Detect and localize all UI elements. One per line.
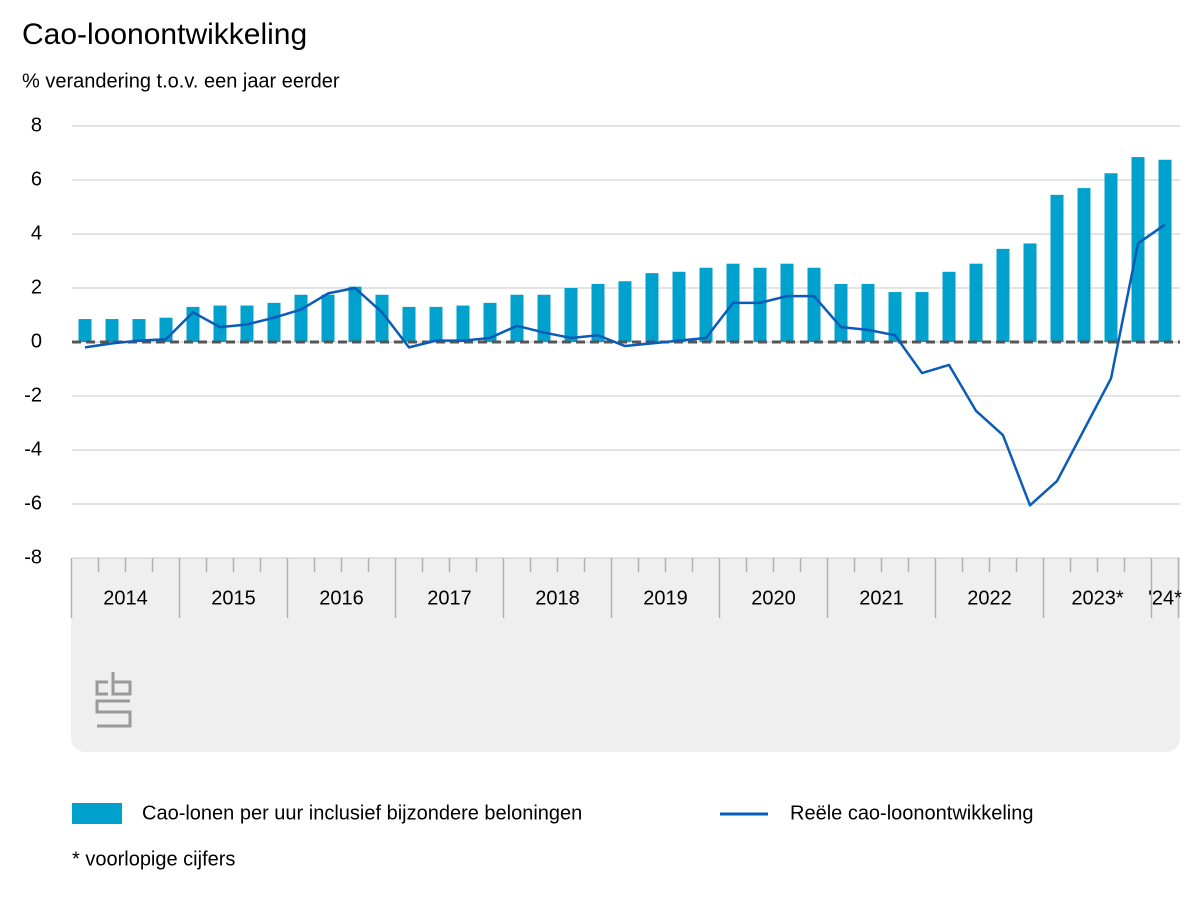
bar xyxy=(834,283,848,342)
x-tick-label: 2021 xyxy=(859,587,904,609)
bar xyxy=(105,319,119,342)
y-tick-label: -4 xyxy=(24,438,42,460)
legend-swatch xyxy=(72,803,122,824)
x-tick-label: 2022 xyxy=(967,587,1012,609)
bar xyxy=(1158,159,1172,342)
x-tick-label: 2020 xyxy=(751,587,796,609)
bar xyxy=(645,273,659,342)
bar xyxy=(1050,194,1064,342)
footnote: * voorlopige cijfers xyxy=(72,848,235,870)
bar xyxy=(510,294,524,342)
y-tick-label: 8 xyxy=(31,114,42,136)
cbs-logo xyxy=(95,672,132,728)
chart-title: Cao-loonontwikkeling xyxy=(22,18,307,51)
y-tick-label: -8 xyxy=(24,546,42,568)
legend-label: Reële cao-loonontwikkeling xyxy=(790,802,1033,824)
x-tick-label: 2019 xyxy=(643,587,688,609)
bar xyxy=(402,306,416,342)
bar xyxy=(456,305,470,342)
bar xyxy=(618,281,632,342)
y-tick-label: 4 xyxy=(31,222,42,244)
bar xyxy=(78,319,92,342)
bar xyxy=(375,294,389,342)
x-tick-label: '24* xyxy=(1148,587,1182,609)
y-tick-label: 0 xyxy=(31,330,42,352)
bar xyxy=(537,294,551,342)
x-tick-label: 2017 xyxy=(427,587,472,609)
bar xyxy=(1077,188,1091,342)
y-tick-label: -6 xyxy=(24,492,42,514)
bar xyxy=(483,302,497,342)
axis-panel xyxy=(71,558,1180,752)
y-tick-label: -2 xyxy=(24,384,42,406)
bar xyxy=(1104,173,1118,342)
bar xyxy=(996,248,1010,342)
plot: -8 -6 -4 -2 0 2 4 6 8 2014 2015 2016 2017 2018 2019 202… xyxy=(24,114,1182,618)
bar xyxy=(888,292,902,342)
bar xyxy=(699,267,713,342)
bar xyxy=(861,283,875,342)
bar xyxy=(1023,243,1037,342)
bar xyxy=(807,267,821,342)
chart-subtitle: % verandering t.o.v. een jaar eerder xyxy=(22,70,340,92)
bar xyxy=(672,271,686,342)
bar xyxy=(753,267,767,342)
x-tick-label: 2016 xyxy=(319,587,364,609)
bar xyxy=(321,294,335,342)
bar xyxy=(132,319,146,342)
x-tick-label: 2015 xyxy=(211,587,256,609)
bar xyxy=(780,263,794,342)
bar xyxy=(915,292,929,342)
x-tick-label: 2023* xyxy=(1071,587,1123,609)
bar xyxy=(942,271,956,342)
bar xyxy=(591,283,605,342)
x-tick-label: 2014 xyxy=(103,587,148,609)
y-tick-label: 2 xyxy=(31,276,42,298)
bar xyxy=(294,294,308,342)
bar xyxy=(267,302,281,342)
bar xyxy=(348,286,362,342)
bar xyxy=(564,288,578,342)
x-tick-label: 2018 xyxy=(535,587,580,609)
bar xyxy=(969,263,983,342)
bar xyxy=(213,305,227,342)
y-tick-label: 6 xyxy=(31,168,42,190)
line xyxy=(84,223,1166,507)
legend-label: Cao-lonen per uur inclusief bijzondere b… xyxy=(142,802,582,824)
bar xyxy=(429,306,443,342)
